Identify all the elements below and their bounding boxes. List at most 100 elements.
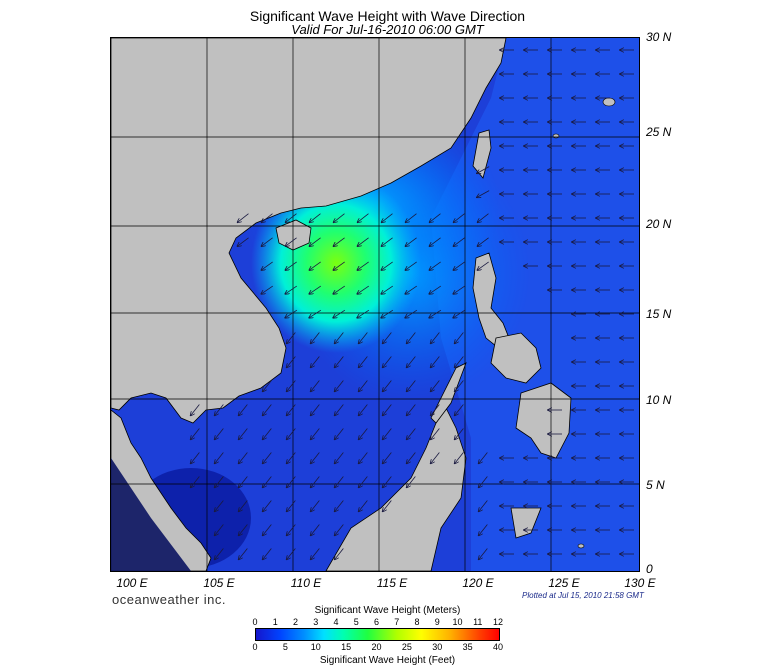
- wave-direction-arrow: [215, 452, 224, 464]
- wave-direction-arrow: [191, 428, 200, 440]
- meter-tick-label: 10: [452, 617, 463, 627]
- wave-direction-arrow: [357, 261, 369, 270]
- meter-tick-label: 8: [414, 617, 420, 627]
- meter-tick-label: 5: [353, 617, 359, 627]
- wave-direction-arrow: [429, 309, 442, 318]
- wave-direction-arrow: [333, 285, 346, 294]
- wave-direction-arrow: [311, 380, 320, 392]
- lat-label: 10 N: [646, 393, 672, 407]
- wave-peak-area: [251, 173, 421, 353]
- wave-direction-arrow: [381, 309, 394, 318]
- wave-direction-arrow: [455, 332, 464, 344]
- wave-direction-arrow: [335, 380, 344, 392]
- wave-direction-arrow: [287, 428, 296, 440]
- wave-direction-arrow: [287, 524, 296, 536]
- feet-tick-label: 35: [462, 642, 473, 652]
- wave-direction-arrow: [215, 524, 224, 536]
- wave-direction-arrow: [431, 332, 440, 344]
- wave-direction-arrow: [431, 380, 440, 392]
- wave-direction-arrow: [215, 500, 224, 512]
- wave-direction-arrow: [191, 452, 200, 464]
- lat-label: 15 N: [646, 307, 672, 321]
- wave-direction-arrow: [381, 237, 393, 246]
- lon-label: 130 E: [624, 576, 656, 590]
- feet-tick-label: 20: [371, 642, 382, 652]
- sulawesi-land: [510, 507, 542, 539]
- wave-direction-arrow: [191, 404, 200, 416]
- wave-direction-arrow: [406, 213, 417, 223]
- feet-tick-label: 15: [341, 642, 352, 652]
- wave-direction-arrow: [309, 237, 321, 246]
- wave-direction-arrow: [405, 285, 418, 294]
- wave-direction-arrow: [407, 356, 416, 368]
- wave-direction-arrow: [335, 500, 344, 512]
- wave-direction-arrow: [215, 404, 224, 416]
- wave-direction-arrow: [429, 261, 441, 270]
- wave-direction-arrow: [333, 237, 345, 246]
- wave-direction-arrow: [239, 476, 248, 488]
- lon-label: 105 E: [203, 576, 235, 590]
- meter-tick-label: 7: [394, 617, 400, 627]
- wave-direction-arrow: [405, 309, 418, 318]
- wave-direction-arrow: [239, 500, 248, 512]
- wave-direction-arrow: [479, 500, 488, 512]
- wave-direction-arrow: [479, 524, 488, 536]
- wave-direction-arrow: [454, 213, 465, 223]
- plotted-timestamp: Plotted at Jul 15, 2010 21:58 GMT: [522, 591, 644, 600]
- lon-label: 110 E: [290, 576, 322, 590]
- lat-label: 5 N: [646, 478, 665, 492]
- colorbar: [255, 628, 500, 641]
- wave-direction-arrow: [287, 548, 296, 560]
- wave-direction-arrow: [453, 309, 466, 318]
- wave-direction-arrow: [455, 380, 464, 392]
- wave-direction-arrow: [431, 404, 440, 416]
- wave-direction-arrow: [478, 213, 489, 223]
- wave-direction-arrow: [311, 500, 320, 512]
- wave-direction-arrow: [261, 237, 273, 246]
- wave-direction-arrow: [311, 476, 320, 488]
- wave-direction-arrow: [359, 404, 368, 416]
- wave-direction-arrow: [334, 213, 345, 223]
- wave-direction-arrow: [479, 452, 488, 464]
- feet-tick-label: 25: [401, 642, 412, 652]
- wave-direction-arrow: [381, 285, 394, 294]
- wave-direction-arrow: [310, 213, 321, 223]
- wave-direction-arrow: [309, 285, 322, 294]
- wave-direction-arrow: [311, 428, 320, 440]
- wave-direction-arrow: [261, 261, 273, 270]
- wave-direction-arrow: [429, 285, 442, 294]
- wave-direction-arrow: [335, 404, 344, 416]
- wave-direction-arrow: [311, 452, 320, 464]
- wave-direction-arrow: [287, 380, 296, 392]
- wave-direction-arrow: [263, 380, 272, 392]
- meter-tick-label: 6: [373, 617, 380, 627]
- wave-direction-arrow: [359, 380, 368, 392]
- lat-label: 0: [646, 562, 653, 576]
- oceanweather-logo: oceanweather inc.: [112, 592, 227, 607]
- wave-direction-arrow: [383, 332, 392, 344]
- wave-direction-arrow: [479, 548, 488, 560]
- wave-direction-arrow: [311, 548, 320, 560]
- wave-direction-arrow: [359, 356, 368, 368]
- wave-direction-arrow: [383, 380, 392, 392]
- wave-direction-arrow: [215, 428, 224, 440]
- wave-direction-arrow: [358, 213, 369, 223]
- wave-direction-arrow: [335, 356, 344, 368]
- wave-direction-arrow: [261, 285, 274, 294]
- wave-direction-arrow: [333, 261, 345, 270]
- wave-direction-arrow: [453, 237, 465, 246]
- wave-direction-arrow: [407, 380, 416, 392]
- wave-direction-arrow: [407, 476, 416, 488]
- wave-direction-arrow: [359, 500, 368, 512]
- wave-height-map: [111, 38, 639, 571]
- wave-direction-arrow: [429, 237, 441, 246]
- wave-direction-arrow: [239, 428, 248, 440]
- wave-direction-arrow: [335, 524, 344, 536]
- wave-direction-arrows: [191, 50, 634, 559]
- map-subtitle: Valid For Jul-16-2010 06:00 GMT: [291, 22, 484, 37]
- wave-direction-arrow: [311, 356, 320, 368]
- wave-direction-arrow: [431, 428, 440, 440]
- wave-direction-arrow: [335, 548, 344, 560]
- wave-direction-arrow: [285, 261, 297, 270]
- wave-direction-arrow: [263, 548, 272, 560]
